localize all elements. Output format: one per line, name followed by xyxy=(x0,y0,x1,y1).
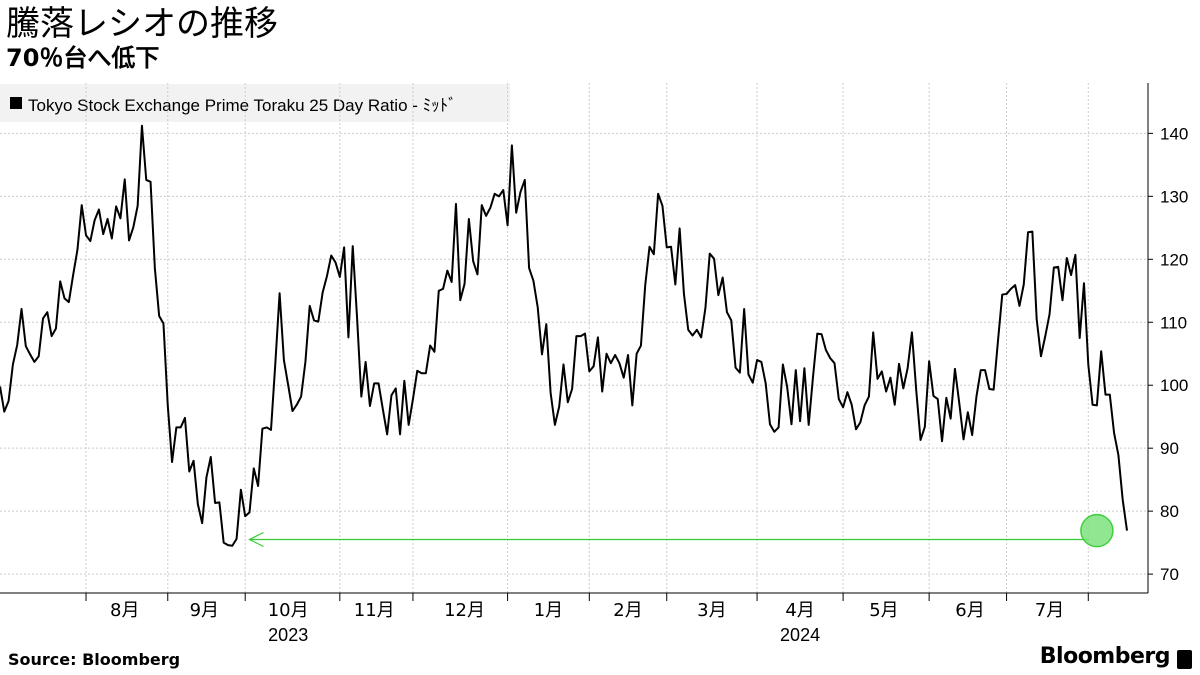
annotations xyxy=(248,513,1114,548)
x-tick-label: 4月 xyxy=(785,600,814,621)
y-tick-label: 80 xyxy=(1160,502,1179,521)
bloomberg-logo: Bloomberg xyxy=(1039,644,1171,669)
chart-title: 騰落レシオの推移 xyxy=(6,4,278,44)
chart-subtitle: 70％台へ低下 xyxy=(6,44,160,72)
x-tick-label: 6月 xyxy=(955,600,984,621)
axes: 70 80 90 100 110 120 130 140 8月 9月 10月 11月 12月 1月 2月 3月… xyxy=(0,83,1188,645)
x-tick-label: 9月 xyxy=(190,600,219,621)
y-tick-label: 140 xyxy=(1160,124,1188,143)
source-note: Source: Bloomberg xyxy=(8,650,181,669)
y-tick-label: 130 xyxy=(1160,187,1188,206)
y-tick-label: 110 xyxy=(1160,313,1187,332)
x-tick-label: 3月 xyxy=(697,600,726,621)
x-tick-label: 11月 xyxy=(354,600,395,621)
x-year-label: 2024 xyxy=(780,625,820,645)
x-tick-label: 10月 xyxy=(268,600,309,621)
legend: Tokyo Stock Exchange Prime Toraku 25 Day… xyxy=(0,84,510,122)
y-tick-label: 70 xyxy=(1160,565,1179,584)
highlight-marker xyxy=(1080,513,1114,548)
x-tick-label: 5月 xyxy=(869,600,898,621)
x-tick-label: 2月 xyxy=(613,600,642,621)
series-line xyxy=(0,124,1128,547)
y-tick-label: 90 xyxy=(1160,439,1179,458)
series-layer xyxy=(0,124,1128,547)
x-year-label: 2023 xyxy=(268,625,308,645)
grid-lines xyxy=(0,83,1148,593)
x-tick-label: 12月 xyxy=(444,600,485,621)
x-tick-label: 7月 xyxy=(1035,600,1064,621)
y-tick-label: 100 xyxy=(1160,376,1188,395)
legend-label: Tokyo Stock Exchange Prime Toraku 25 Day… xyxy=(28,95,457,115)
arrow-head xyxy=(248,531,264,548)
x-tick-label: 8月 xyxy=(110,600,139,621)
y-tick-label: 120 xyxy=(1160,250,1188,269)
x-tick-label: 1月 xyxy=(534,600,563,621)
legend-swatch xyxy=(10,97,22,109)
bloomberg-icon xyxy=(1177,650,1192,669)
